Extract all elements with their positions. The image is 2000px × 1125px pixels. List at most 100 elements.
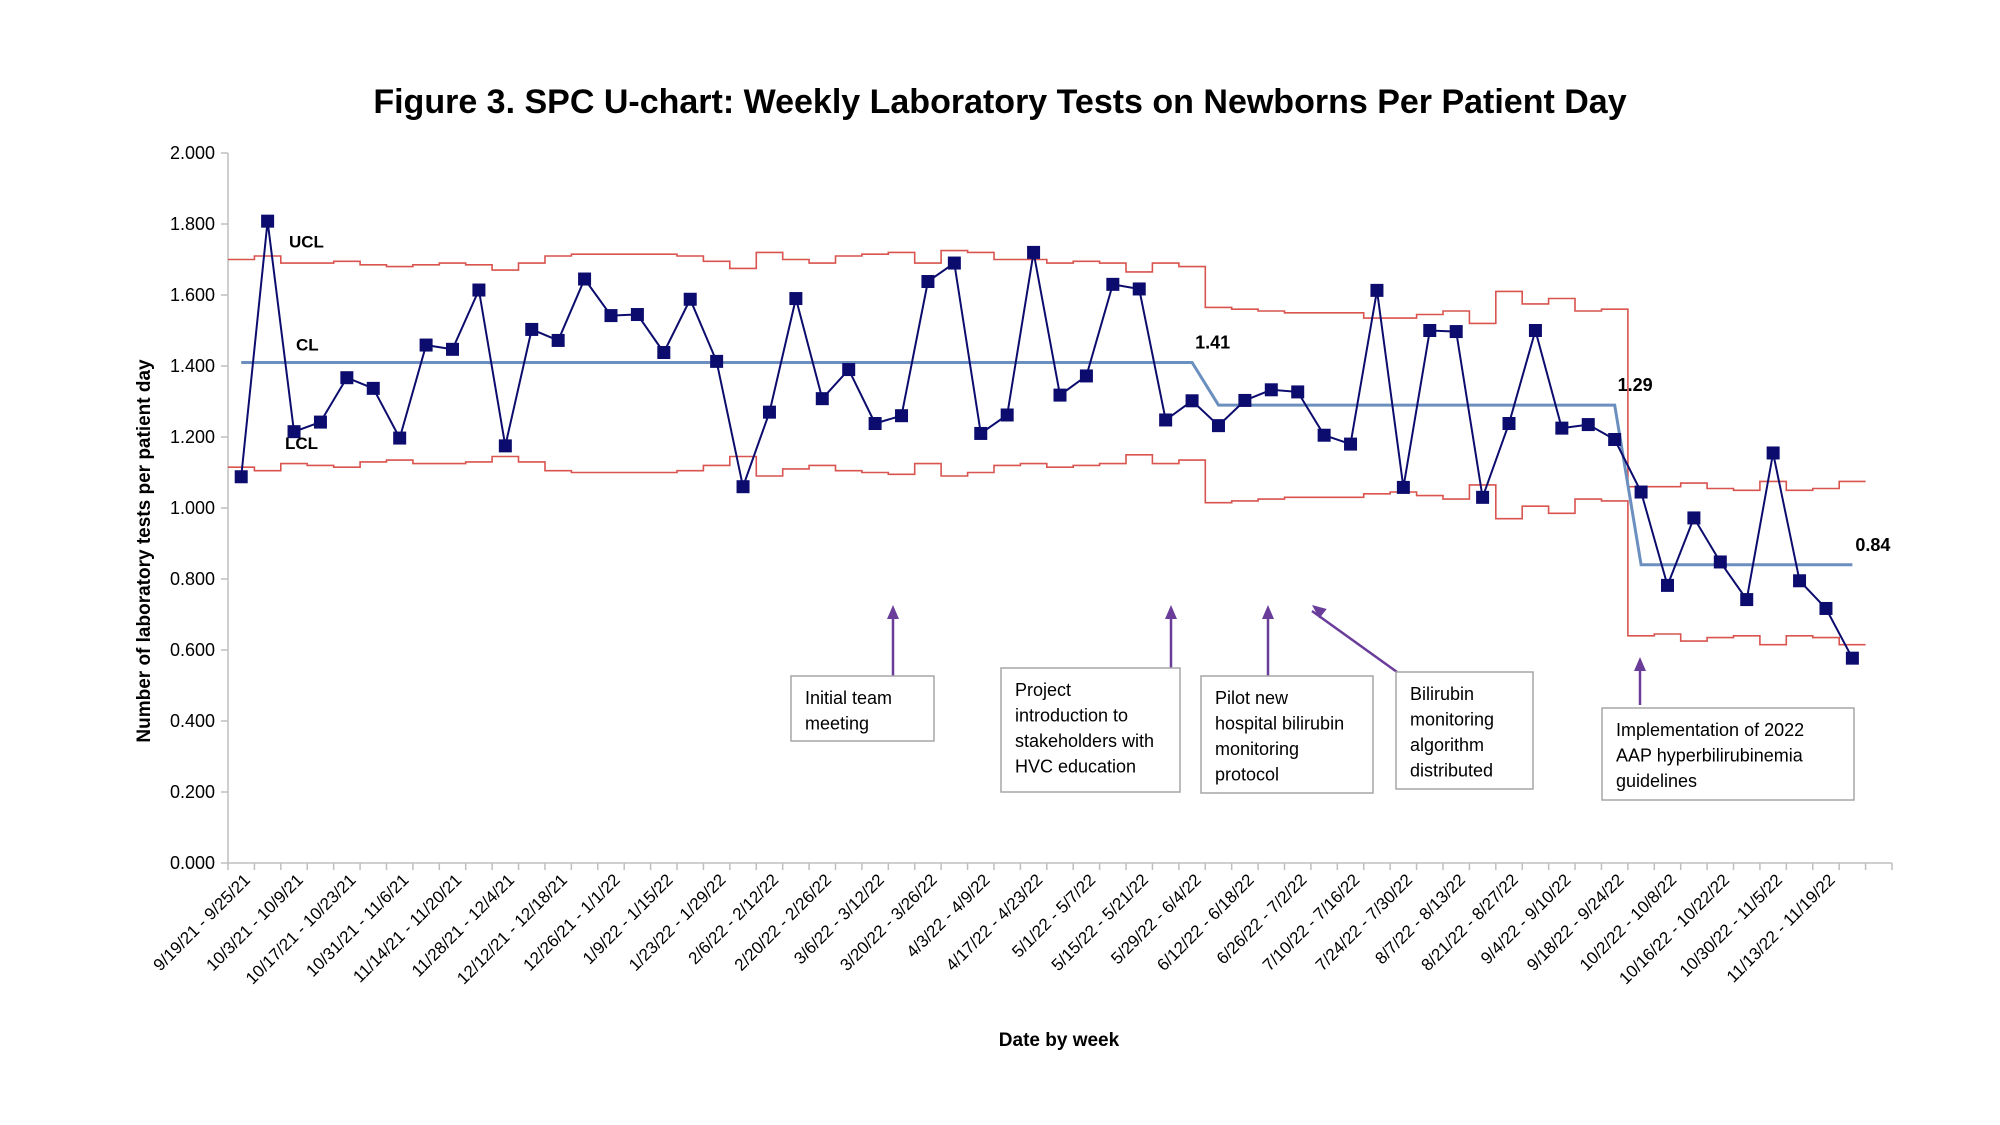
annotation-arrow-head <box>1262 605 1274 619</box>
data-point <box>393 431 407 445</box>
data-point <box>287 425 301 439</box>
data-point <box>736 480 750 494</box>
data-point <box>604 309 618 323</box>
data-point <box>1660 578 1674 592</box>
x-tick-label: 2/6/22 - 2/12/22 <box>685 870 783 968</box>
data-point <box>1449 325 1463 339</box>
x-tick-label: 6/26/22 - 7/2/22 <box>1213 870 1311 968</box>
data-point <box>525 322 539 336</box>
x-tick-label: 7/10/22 - 7/16/22 <box>1259 870 1363 974</box>
annotation-group: Implementation of 2022 AAP hyperbilirubin… <box>1601 657 1855 801</box>
data-point <box>1185 394 1199 408</box>
y-tick-label: 1.400 <box>170 356 215 376</box>
data-point <box>1238 393 1252 407</box>
annotation-text: introduction to <box>1015 706 1128 726</box>
data-point <box>1291 385 1305 399</box>
x-tick-label: 3/6/22 - 3/12/22 <box>790 870 888 968</box>
annotation-text: Implementation of 2022 <box>1616 720 1804 740</box>
chart-title: Figure 3. SPC U-chart: Weekly Laboratory… <box>373 83 1626 121</box>
data-point <box>1053 388 1067 402</box>
y-tick-label: 2.000 <box>170 143 215 163</box>
data-point <box>1264 383 1278 397</box>
data-point <box>1159 413 1173 427</box>
x-tick-label: 10/2/22 - 10/8/22 <box>1576 870 1680 974</box>
data-point <box>921 275 935 289</box>
x-tick-label: 2/20/22 - 2/26/22 <box>731 870 835 974</box>
x-tick-label: 1/9/22 - 1/15/22 <box>579 870 677 968</box>
data-point <box>551 333 565 347</box>
annotation-box <box>790 675 935 742</box>
cl-line <box>241 361 1853 567</box>
annotation-box <box>1200 675 1374 794</box>
annotation-box <box>1395 671 1534 790</box>
data-point <box>1106 277 1120 291</box>
y-tick-label: 1.600 <box>170 285 215 305</box>
data-point <box>1502 417 1516 431</box>
y-tick-label: 0.600 <box>170 640 215 660</box>
y-tick-label: 0.000 <box>170 853 215 873</box>
data-point <box>1528 324 1542 337</box>
annotation-text: Project <box>1015 680 1071 700</box>
data-point <box>419 338 433 352</box>
annotation-arrow-line <box>1311 609 1398 674</box>
data-point <box>842 363 856 377</box>
x-tick-label: 4/17/22 - 4/23/22 <box>942 870 1046 974</box>
x-tick-label: 9/19/21 - 9/25/21 <box>150 870 254 974</box>
data-point <box>1211 419 1225 433</box>
annotation-group: Pilot new hospital bilirubin monitoring pro… <box>1200 605 1374 794</box>
data-point <box>1027 245 1041 259</box>
annotation-arrow-head <box>1165 605 1177 619</box>
data-point <box>340 371 354 385</box>
y-tick-label: 0.400 <box>170 711 215 731</box>
data-point <box>815 392 829 406</box>
annotation-text: AAP hyperbilirubinemia <box>1616 746 1804 766</box>
data-point <box>1555 421 1569 435</box>
data-point <box>1845 651 1859 665</box>
y-tick-label: 1.800 <box>170 214 215 234</box>
data-point <box>1713 555 1727 569</box>
data-point <box>1819 601 1833 615</box>
x-tick-label: 5/29/22 - 6/4/22 <box>1107 870 1205 968</box>
data-point <box>366 381 380 395</box>
annotation-text: Initial team <box>805 688 892 708</box>
x-tick-label: 7/24/22 - 7/30/22 <box>1312 870 1416 974</box>
data-point <box>1079 369 1093 383</box>
data-point <box>1608 432 1622 446</box>
data-point <box>261 214 275 228</box>
ucl-label: UCL <box>289 233 324 252</box>
annotation-group: Project introduction to stakeholders with H… <box>1000 605 1181 793</box>
annotation-text: monitoring <box>1410 710 1494 730</box>
cl-value-label: 0.84 <box>1855 535 1890 555</box>
annotation-text: algorithm <box>1410 735 1484 755</box>
data-point <box>947 256 961 270</box>
lcl-line <box>228 454 1866 646</box>
data-point <box>446 342 460 356</box>
lcl-label: LCL <box>285 434 318 453</box>
x-axis-title: Date by week <box>999 1030 1120 1051</box>
annotation-group: Bilirubin monitoring algorithm distributed <box>1311 605 1534 790</box>
data-point <box>789 292 803 306</box>
annotation-box <box>1601 707 1855 801</box>
data-series <box>234 214 1859 665</box>
annotation-text: stakeholders with <box>1015 731 1154 751</box>
x-tick-label: 8/7/22 - 8/13/22 <box>1371 870 1469 968</box>
data-point <box>657 346 671 360</box>
data-point <box>1344 437 1358 451</box>
data-point <box>1423 324 1437 337</box>
data-point <box>710 354 724 368</box>
annotation-text: guidelines <box>1616 771 1697 791</box>
data-point <box>762 405 776 419</box>
data-point <box>498 439 512 453</box>
data-point <box>630 308 644 322</box>
cl-value-label: 1.29 <box>1618 375 1653 395</box>
x-tick-label: 5/15/22 - 5/21/22 <box>1048 870 1152 974</box>
x-tick-label: 10/3/21 - 10/9/21 <box>203 870 307 974</box>
data-point <box>895 409 909 423</box>
data-point <box>868 417 882 431</box>
cl-label: CL <box>296 335 319 354</box>
y-tick-label: 1.200 <box>170 427 215 447</box>
annotation-arrow-head <box>887 605 899 619</box>
data-point <box>1581 418 1595 432</box>
annotations: Initial team meeting Project introduction t… <box>790 605 1855 801</box>
